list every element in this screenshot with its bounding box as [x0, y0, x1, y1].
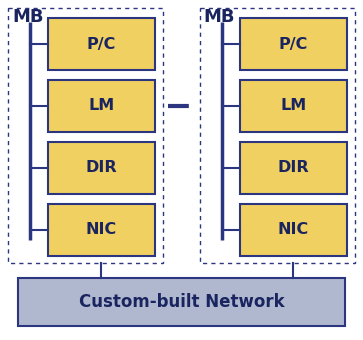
Bar [240, 18, 347, 70]
Bar [240, 204, 347, 256]
Bar [48, 18, 155, 70]
Bar [18, 278, 345, 326]
Text: P/C: P/C [279, 36, 308, 51]
Text: DIR: DIR [86, 160, 117, 175]
Bar [48, 80, 155, 132]
Text: DIR: DIR [278, 160, 309, 175]
Bar [48, 142, 155, 194]
Bar [48, 204, 155, 256]
Text: MB: MB [203, 8, 234, 26]
Text: LM: LM [280, 99, 307, 114]
Bar [8, 8, 163, 263]
Text: P/C: P/C [87, 36, 116, 51]
Bar [240, 142, 347, 194]
Bar [240, 80, 347, 132]
Bar [200, 8, 355, 263]
Text: MB: MB [12, 8, 44, 26]
Text: NIC: NIC [86, 222, 117, 238]
Text: NIC: NIC [278, 222, 309, 238]
Text: Custom-built Network: Custom-built Network [79, 293, 284, 311]
Text: LM: LM [88, 99, 115, 114]
